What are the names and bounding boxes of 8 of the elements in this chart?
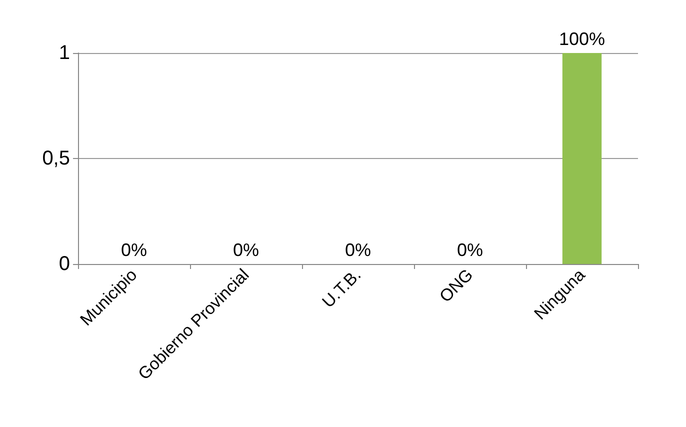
data-label: 0%	[344, 240, 372, 260]
data-label: 0%	[456, 240, 484, 260]
data-label: 0%	[120, 240, 148, 260]
data-label: 0%	[232, 240, 260, 260]
data-label: 100%	[558, 29, 606, 49]
y-tick-label: 0	[58, 253, 70, 275]
y-tick-label: 0,5	[42, 148, 70, 170]
y-tick-label: 1	[58, 42, 70, 64]
